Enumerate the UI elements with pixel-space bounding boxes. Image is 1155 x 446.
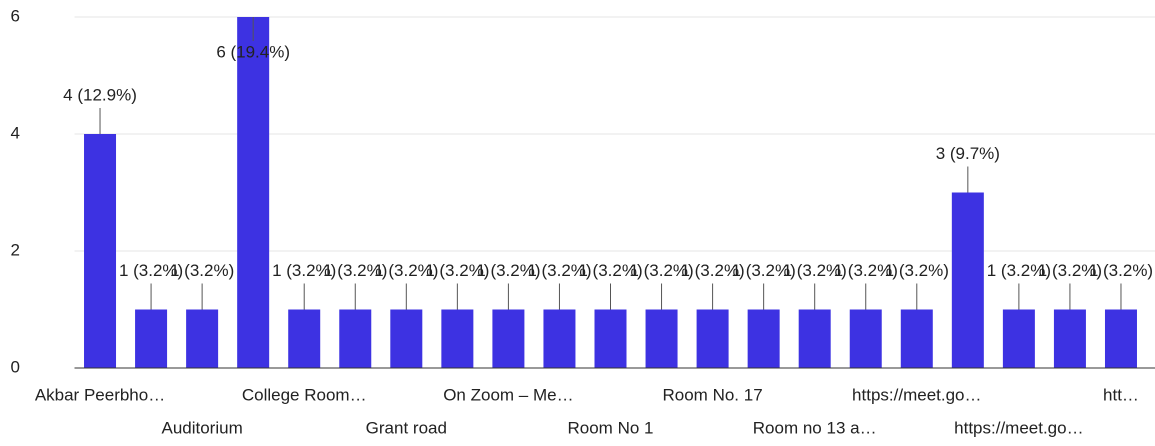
data-label: 1 (3.2%) (885, 261, 949, 280)
bar (1104, 309, 1137, 368)
bar (390, 309, 423, 368)
data-label: 1 (3.2%) (578, 261, 642, 280)
x-tick-label: Room No. 17 (663, 385, 763, 404)
bar (492, 309, 525, 368)
data-label: 6 (19.4%) (216, 42, 290, 61)
x-tick-label: Grant road (366, 418, 447, 437)
bar (339, 309, 372, 368)
data-label: 1 (3.2%) (680, 261, 744, 280)
x-tick-label: htt… (1103, 385, 1139, 404)
data-label: 1 (3.2%) (272, 261, 336, 280)
bar (951, 192, 984, 368)
data-label: 1 (3.2%) (476, 261, 540, 280)
data-label: 1 (3.2%) (323, 261, 387, 280)
x-tick-label: Auditorium (161, 418, 242, 437)
data-label: 1 (3.2%) (987, 261, 1051, 280)
bar (594, 309, 627, 368)
data-label: 1 (3.2%) (834, 261, 898, 280)
bar (849, 309, 882, 368)
y-tick-label: 6 (11, 6, 20, 25)
bar (543, 309, 576, 368)
bar (696, 309, 729, 368)
data-label: 1 (3.2%) (732, 261, 796, 280)
bar (1053, 309, 1086, 368)
data-label: 1 (3.2%) (425, 261, 489, 280)
x-tick-label: Room No 1 (568, 418, 654, 437)
data-label: 1 (3.2%) (1089, 261, 1153, 280)
bar (288, 309, 321, 368)
data-label: 1 (3.2%) (783, 261, 847, 280)
y-tick-label: 0 (11, 357, 20, 376)
data-label: 4 (12.9%) (63, 85, 137, 104)
data-label: 1 (3.2%) (527, 261, 591, 280)
y-tick-label: 2 (11, 240, 20, 259)
bar (1002, 309, 1035, 368)
y-tick-label: 4 (11, 123, 20, 142)
bar (798, 309, 831, 368)
bar (237, 17, 270, 368)
x-tick-label: College Room… (242, 385, 367, 404)
data-label: 3 (9.7%) (936, 144, 1000, 163)
bar (747, 309, 780, 368)
x-tick-label: Akbar Peerbho… (35, 385, 165, 404)
bar (186, 309, 219, 368)
data-label: 1 (3.2%) (629, 261, 693, 280)
x-tick-label: On Zoom – Me… (443, 385, 573, 404)
x-tick-label: https://meet.go… (954, 418, 1083, 437)
x-tick-label: https://meet.go… (852, 385, 981, 404)
data-label: 1 (3.2%) (170, 261, 234, 280)
bar (645, 309, 678, 368)
bar (135, 309, 168, 368)
data-label: 1 (3.2%) (119, 261, 183, 280)
x-tick-label: Room no 13 a… (753, 418, 877, 437)
data-label: 1 (3.2%) (1038, 261, 1102, 280)
bar (900, 309, 933, 368)
bar (84, 134, 117, 368)
data-label: 1 (3.2%) (374, 261, 438, 280)
bar (441, 309, 474, 368)
